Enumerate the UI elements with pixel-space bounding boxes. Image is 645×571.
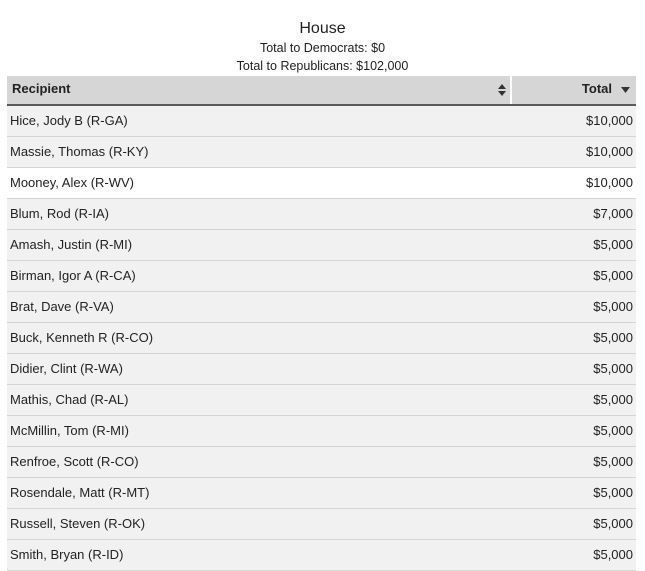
total-amount-cell: $5,000 [593,423,633,438]
recipient-column-header[interactable]: Recipient [7,76,510,104]
recipient-name-cell: Blum, Rod (R-IA) [10,206,109,221]
recipient-column-label: Recipient [12,81,71,96]
recipient-name-cell: Smith, Bryan (R-ID) [10,547,124,562]
total-amount-cell: $5,000 [593,485,633,500]
recipient-name-cell: Birman, Igor A (R-CA) [10,268,136,283]
table-row[interactable]: Smith, Bryan (R-ID) $5,000 [7,540,636,571]
total-amount-cell: $5,000 [593,268,633,283]
recipient-name-cell: Mooney, Alex (R-WV) [10,175,135,190]
recipient-name-cell: Amash, Justin (R-MI) [10,237,133,252]
sort-both-icon [498,84,506,96]
header-divider [510,76,512,104]
table-row[interactable]: Blum, Rod (R-IA) $7,000 [7,199,636,230]
table-row[interactable]: Birman, Igor A (R-CA) $5,000 [7,261,636,292]
recipient-name-cell: McMillin, Tom (R-MI) [10,423,129,438]
table-row[interactable]: Didier, Clint (R-WA) $5,000 [7,354,636,385]
table-row[interactable]: Massie, Thomas (R-KY) $10,000 [7,137,636,168]
table-row[interactable]: Brat, Dave (R-VA) $5,000 [7,292,636,323]
total-amount-cell: $5,000 [593,454,633,469]
democrats-total: Total to Democrats: $0 [259,41,386,55]
table-row[interactable]: Rosendale, Matt (R-MT) $5,000 [7,478,636,509]
total-amount-cell: $10,000 [586,113,633,128]
recipient-name-cell: Renfroe, Scott (R-CO) [10,454,139,469]
recipient-name-cell: Buck, Kenneth R (R-CO) [10,330,154,345]
table-row[interactable]: Russell, Steven (R-OK) $5,000 [7,509,636,540]
recipients-table: Recipient Total Hice, Jody B (R-GA) $10,0… [7,76,636,571]
table-body: Hice, Jody B (R-GA) $10,000 Massie, Thomas… [7,106,636,571]
recipient-name-cell: Massie, Thomas (R-KY) [10,144,149,159]
table-row[interactable]: Mooney, Alex (R-WV) $10,000 [7,168,636,199]
total-amount-cell: $5,000 [593,392,633,407]
page-title: House [299,20,346,37]
table-header: Recipient Total [7,76,636,106]
total-amount-cell: $7,000 [593,206,633,221]
total-amount-cell: $5,000 [593,516,633,531]
table-row[interactable]: Renfroe, Scott (R-CO) $5,000 [7,447,636,478]
recipient-name-cell: Mathis, Chad (R-AL) [10,392,129,407]
total-amount-cell: $5,000 [593,361,633,376]
table-row[interactable]: Amash, Justin (R-MI) $5,000 [7,230,636,261]
total-amount-cell: $5,000 [593,299,633,314]
total-amount-cell: $5,000 [593,237,633,252]
table-row[interactable]: Mathis, Chad (R-AL) $5,000 [7,385,636,416]
recipient-name-cell: Hice, Jody B (R-GA) [10,113,128,128]
total-column-label: Total [581,81,612,96]
republicans-total: Total to Republicans: $102,000 [236,59,409,73]
table-row[interactable]: McMillin, Tom (R-MI) $5,000 [7,416,636,447]
recipient-name-cell: Brat, Dave (R-VA) [10,299,114,314]
total-amount-cell: $5,000 [593,330,633,345]
recipient-name-cell: Didier, Clint (R-WA) [10,361,123,376]
sort-descending-icon [621,87,630,93]
total-amount-cell: $10,000 [586,175,633,190]
recipient-name-cell: Russell, Steven (R-OK) [10,516,146,531]
table-row[interactable]: Hice, Jody B (R-GA) $10,000 [7,106,636,137]
total-amount-cell: $5,000 [593,547,633,562]
table-row[interactable]: Buck, Kenneth R (R-CO) $5,000 [7,323,636,354]
recipient-name-cell: Rosendale, Matt (R-MT) [10,485,150,500]
total-column-header[interactable]: Total [512,76,636,104]
total-amount-cell: $10,000 [586,144,633,159]
